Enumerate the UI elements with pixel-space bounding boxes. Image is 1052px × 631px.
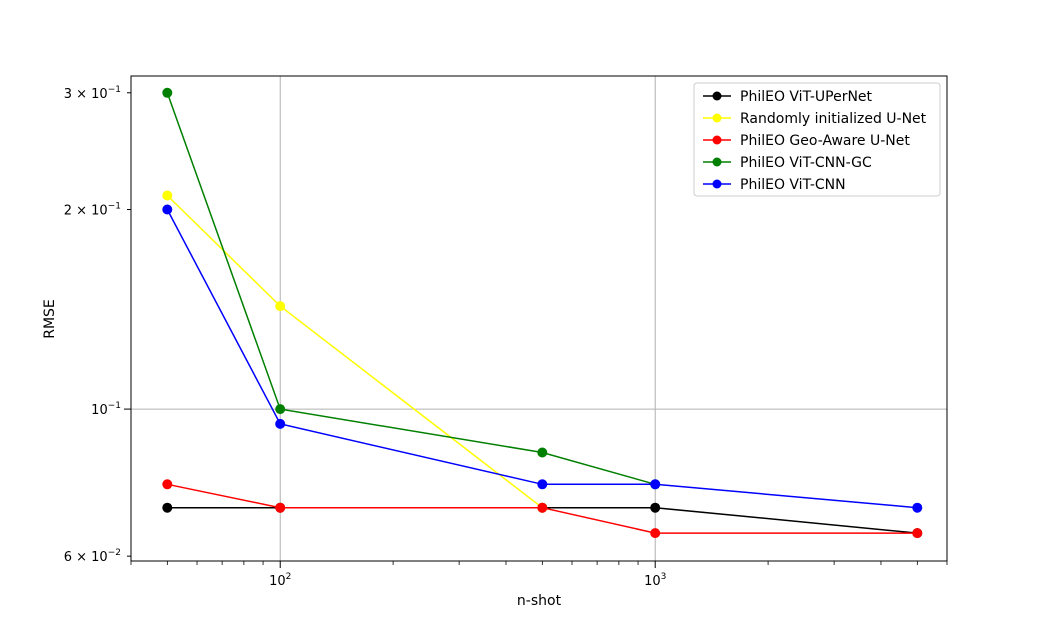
- data-point: [275, 301, 286, 312]
- x-tick-label: 102: [269, 572, 291, 589]
- series-line: [166, 92, 656, 486]
- data-point: [650, 528, 661, 539]
- x-tick-label-base: 10: [644, 574, 661, 589]
- data-point: [912, 502, 923, 513]
- series-lines: [162, 87, 923, 539]
- data-point: [537, 502, 548, 513]
- series-line: [166, 194, 543, 509]
- data-point: [537, 447, 548, 458]
- series-4: [162, 204, 923, 513]
- x-tick-label-exponent: 3: [661, 572, 667, 582]
- legend-label: PhilEO ViT-UPerNet: [740, 89, 873, 105]
- legend-marker: [712, 135, 722, 145]
- data-point: [537, 479, 548, 490]
- data-point: [162, 479, 173, 490]
- data-point: [650, 502, 661, 513]
- legend-entry: PhilEO Geo-Aware U-Net: [703, 133, 910, 149]
- legend-entry: PhilEO ViT-CNN: [703, 177, 846, 193]
- x-tick-label-exponent: 2: [286, 572, 292, 582]
- y-axis-label: RMSE: [42, 299, 58, 339]
- y-tick-label-exponent: −1: [108, 85, 121, 95]
- y-tick-label-exponent: −1: [108, 202, 121, 212]
- data-point: [162, 502, 173, 513]
- data-point: [162, 204, 173, 215]
- data-point: [162, 87, 173, 98]
- y-tick-label: 6 × 10−2: [64, 548, 121, 565]
- x-axis-label: n-shot: [517, 593, 562, 609]
- legend-label: PhilEO ViT-CNN-GC: [740, 155, 872, 171]
- legend-marker: [712, 179, 722, 189]
- y-tick-label-exponent: −2: [108, 548, 121, 558]
- y-tick-label: 2 × 10−1: [64, 202, 121, 219]
- series-1: [162, 190, 548, 513]
- legend-marker: [712, 113, 722, 123]
- data-point: [275, 418, 286, 429]
- y-tick-label-mantissa: 10: [91, 403, 108, 418]
- y-tick-label-mantissa: 3 × 10: [64, 87, 108, 102]
- legend-label: Randomly initialized U-Net: [740, 111, 927, 127]
- legend-label: PhilEO ViT-CNN: [740, 177, 846, 193]
- y-tick-label: 10−1: [91, 401, 121, 418]
- legend-marker: [712, 157, 722, 167]
- y-tick-label-mantissa: 2 × 10: [64, 204, 108, 219]
- legend-marker: [712, 91, 722, 101]
- y-tick-label-exponent: −1: [108, 401, 121, 411]
- legend: PhilEO ViT-UPerNet Randomly initialized U…: [693, 82, 941, 197]
- y-tick-label-mantissa: 6 × 10: [64, 550, 108, 565]
- legend-box: [693, 82, 941, 197]
- data-point: [912, 528, 923, 539]
- data-point: [275, 502, 286, 513]
- y-tick-label: 3 × 10−1: [64, 85, 121, 102]
- x-tick-label: 103: [644, 572, 666, 589]
- x-tick-label-base: 10: [269, 574, 286, 589]
- legend-entry: PhilEO ViT-CNN-GC: [703, 155, 872, 171]
- data-point: [162, 190, 173, 201]
- legend-label: PhilEO Geo-Aware U-Net: [740, 133, 910, 149]
- plot-area-frame: [130, 75, 948, 562]
- data-point: [275, 404, 286, 415]
- legend-entry: Randomly initialized U-Net: [703, 111, 927, 127]
- series-3: [162, 87, 661, 490]
- data-point: [650, 479, 661, 490]
- series-2: [162, 479, 923, 539]
- legend-entry: PhilEO ViT-UPerNet: [703, 89, 873, 105]
